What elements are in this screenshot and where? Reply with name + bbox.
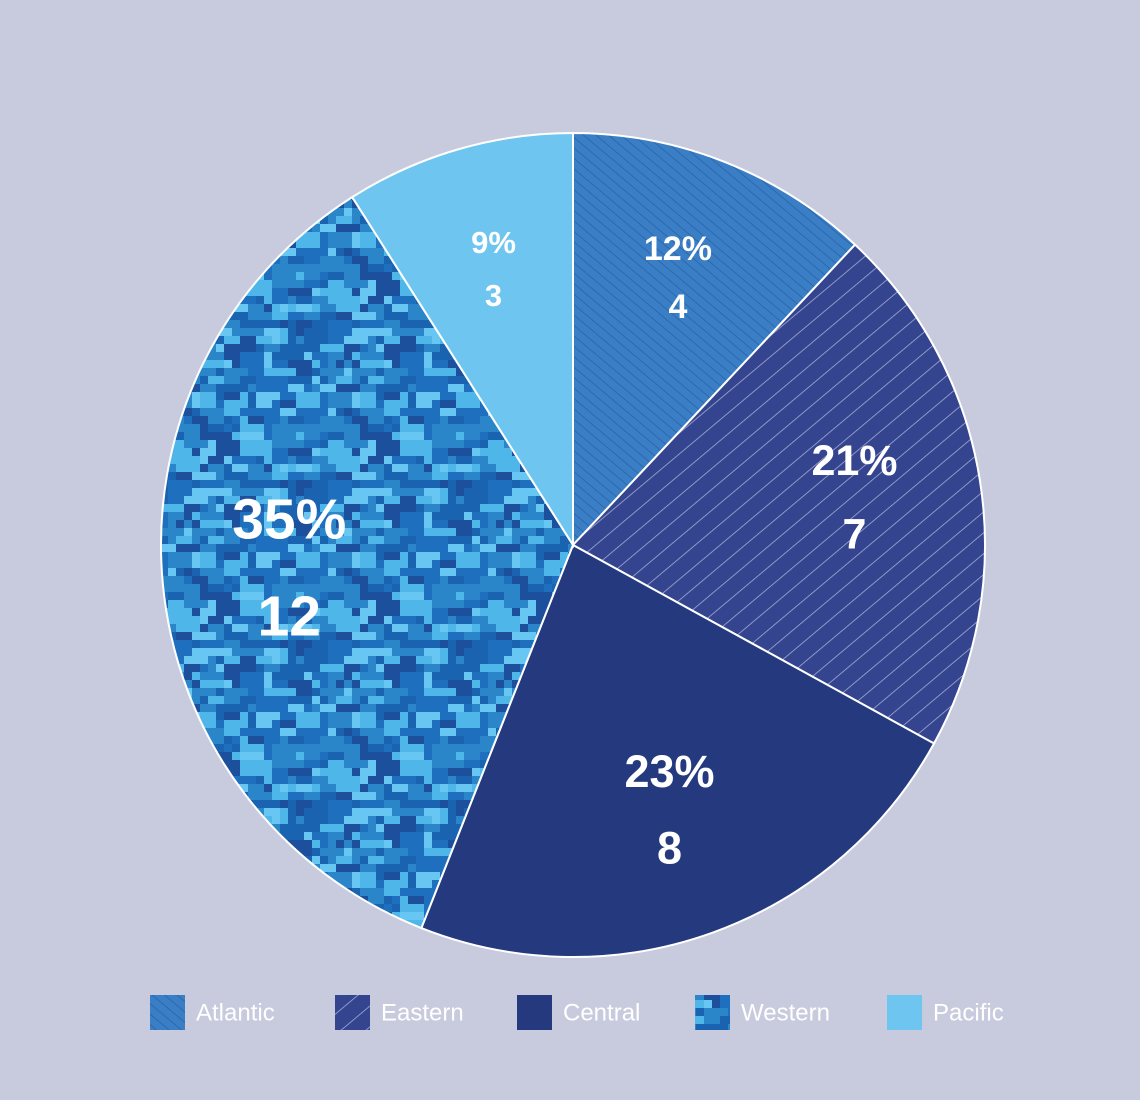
- pie-slice: [572, 131, 857, 548]
- count-label: 7: [843, 510, 867, 558]
- legend-swatch: [517, 995, 552, 1030]
- legend-label: Pacific: [933, 999, 1004, 1026]
- pie-slice: [350, 131, 574, 549]
- percent-label: 23%: [625, 746, 715, 797]
- pie-slice: [420, 543, 936, 958]
- percent-label: 21%: [811, 437, 897, 485]
- percent-label: 9%: [471, 225, 516, 260]
- legend-swatch: [335, 995, 370, 1030]
- count-label: 12: [258, 584, 321, 648]
- count-label: 8: [657, 822, 682, 873]
- percent-label: 35%: [232, 487, 346, 551]
- count-label: 4: [668, 288, 687, 326]
- legend-swatch: [695, 995, 730, 1030]
- legend-swatch: [887, 995, 922, 1030]
- legend-label: Eastern: [381, 999, 464, 1026]
- percent-label: 12%: [644, 230, 712, 268]
- count-label: 3: [485, 278, 502, 313]
- pie-slice: [160, 195, 575, 930]
- legend-label: Atlantic: [196, 999, 275, 1026]
- legend-label: Western: [741, 999, 830, 1026]
- pie-slice: [571, 243, 986, 745]
- legend-swatch: [150, 995, 185, 1030]
- legend-label: Central: [563, 999, 640, 1026]
